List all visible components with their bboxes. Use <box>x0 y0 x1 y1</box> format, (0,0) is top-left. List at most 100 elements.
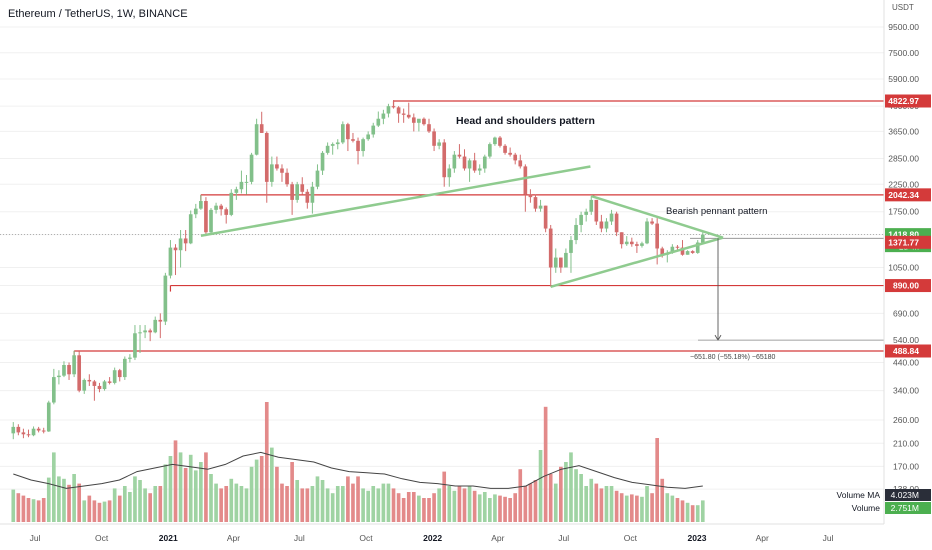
volume-bar <box>46 477 51 522</box>
current-price-tag: 1418.80 <box>888 230 919 240</box>
pennant-label: Bearish pennant pattern <box>666 206 767 217</box>
candle-body <box>513 154 518 161</box>
candle-body <box>335 142 340 145</box>
candle-body <box>432 131 436 146</box>
candle-body <box>452 154 457 169</box>
volume-bar <box>280 483 284 522</box>
volume-bar <box>87 495 92 522</box>
volume-bar <box>239 486 244 522</box>
candle-body <box>270 164 274 182</box>
candle-body <box>569 240 573 253</box>
volume-bar <box>543 406 548 522</box>
measure-label: −651.80 (−55.18%) −65180 <box>690 354 776 361</box>
candle-body <box>148 330 152 333</box>
y-tick-label: 7500.00 <box>888 48 919 58</box>
candle-body <box>584 211 589 215</box>
volume-bar <box>199 462 203 522</box>
candle-body <box>117 370 122 378</box>
candle-body <box>143 330 147 333</box>
candle-body <box>72 355 76 375</box>
volume-bar <box>158 486 163 522</box>
candle-body <box>41 430 46 432</box>
candle-body <box>564 252 568 268</box>
volume-bar <box>320 480 325 522</box>
y-tick-label: 9500.00 <box>888 22 919 32</box>
volume-bars <box>11 402 705 522</box>
volume-bar <box>366 490 370 522</box>
volume-bar <box>31 499 36 522</box>
head-shoulders-label: Head and shoulders pattern <box>456 115 595 127</box>
volume-bar <box>548 474 553 522</box>
volume-bar <box>376 488 381 522</box>
candle-body <box>447 168 452 178</box>
volume-bar <box>92 500 97 522</box>
candle-body <box>112 370 117 383</box>
candle-body <box>188 214 193 244</box>
volume-bar <box>26 498 31 522</box>
level-price-tag: 890.00 <box>893 281 919 291</box>
candle-body <box>645 221 649 244</box>
candle-body <box>655 223 659 249</box>
volume-bar <box>391 488 396 522</box>
volume-bar <box>270 447 274 522</box>
volume-bar <box>102 501 107 522</box>
volume-bar <box>619 493 624 522</box>
candle-body <box>553 257 558 268</box>
volume-bar <box>285 486 289 522</box>
candle-body <box>209 209 213 233</box>
volume-bar <box>259 456 264 522</box>
volume-bar <box>346 476 350 522</box>
candle-body <box>614 213 619 233</box>
candle-body <box>437 142 441 146</box>
x-axis-ticks[interactable]: Jul Oct 2021 Apr Jul Oct 2022 Apr Jul Oct 2023 Apr J… <box>30 533 834 543</box>
volume-bar <box>21 495 26 522</box>
candle-body <box>168 247 173 276</box>
candle-body <box>376 118 381 126</box>
candle-body <box>401 113 406 115</box>
volume-bar <box>168 456 173 522</box>
volume-bar <box>457 486 462 522</box>
volume-bar <box>518 469 523 522</box>
y-tick-label: 540.00 <box>893 335 919 345</box>
candle-body <box>604 221 609 229</box>
level-price-tag-bg <box>885 188 931 202</box>
target-price-tag-bg <box>885 235 931 249</box>
y-axis-background[interactable] <box>884 0 932 524</box>
volume-bar <box>559 466 563 522</box>
candle-body <box>239 181 244 190</box>
volume-bar <box>143 488 147 522</box>
candle-body <box>477 168 482 171</box>
candle-body <box>183 238 188 244</box>
volume-bar <box>264 402 269 522</box>
volume-bar <box>406 492 411 522</box>
volume-bar <box>117 495 122 522</box>
candle-body <box>594 199 599 222</box>
candle-body <box>629 241 634 245</box>
candle-body <box>52 377 56 403</box>
volume-bar <box>249 466 254 522</box>
volume-bar <box>417 495 421 522</box>
volume-legend-label: Volume <box>852 503 881 513</box>
candle-body <box>214 205 218 210</box>
grid-lines <box>0 26 884 490</box>
y-tick-label: 2850.00 <box>888 153 919 163</box>
volume-bar <box>107 500 112 522</box>
volume-bar <box>498 495 502 522</box>
candle-body <box>16 426 21 433</box>
price-levels <box>0 100 884 357</box>
volume-bar <box>173 440 178 522</box>
candle-body <box>417 118 421 123</box>
candle-body <box>457 154 462 157</box>
candle-body <box>396 107 401 114</box>
volume-bar <box>584 486 589 522</box>
candle-body <box>280 168 284 173</box>
candle-body <box>285 172 289 185</box>
candle-body <box>199 201 203 209</box>
volume-legend: Volume MA 4.023M Volume 2.751M <box>837 489 931 514</box>
volume-legend-bg <box>885 489 931 501</box>
candle-body <box>422 118 426 125</box>
candle-body <box>503 145 507 153</box>
y-tick-label: 1750.00 <box>888 207 919 217</box>
volume-bar <box>128 492 132 522</box>
